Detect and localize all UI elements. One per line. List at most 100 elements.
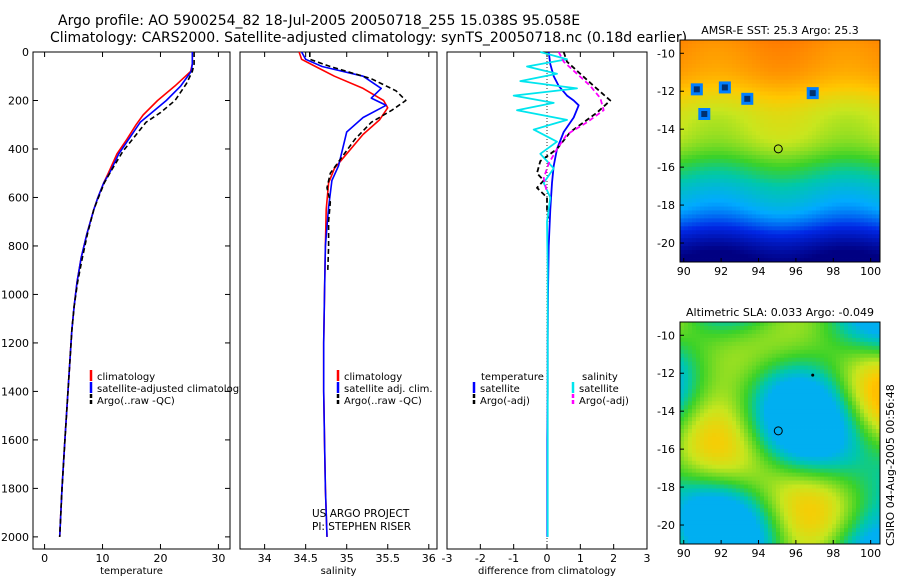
sla-heatmap-cell xyxy=(752,464,757,470)
sst-heatmap-cell xyxy=(804,214,809,219)
sla-heatmap-cell xyxy=(784,464,789,470)
sla-heatmap-cell xyxy=(808,361,813,366)
sla-heatmap-cell xyxy=(788,504,793,509)
sst-heatmap-cell xyxy=(684,178,689,184)
sst-heatmap-cell xyxy=(844,170,849,176)
sst-heatmap-cell xyxy=(800,246,805,251)
sst-heatmap-cell xyxy=(776,107,781,112)
sla-heatmap-cell xyxy=(784,365,789,370)
sst-heatmap-cell xyxy=(700,51,705,57)
sst-heatmap-cell xyxy=(796,147,801,152)
sla-heatmap-cell xyxy=(688,389,693,394)
sst-heatmap-cell xyxy=(740,246,745,251)
sst-heatmap-cell xyxy=(788,154,793,160)
sla-heatmap-cell xyxy=(792,429,797,434)
sla-heatmap-cell xyxy=(752,381,757,386)
sla-heatmap-cell xyxy=(804,381,809,386)
sst-heatmap-cell xyxy=(804,174,809,180)
sst-heatmap-cell xyxy=(860,242,865,247)
sla-heatmap-cell xyxy=(788,393,793,398)
sla-heatmap-cell xyxy=(732,381,737,386)
sst-heatmap-cell xyxy=(852,226,857,231)
sst-heatmap-cell xyxy=(788,111,793,116)
sst-heatmap-cell xyxy=(760,190,765,195)
sla-heatmap-cell xyxy=(820,345,825,351)
sla-heatmap-cell xyxy=(816,345,821,351)
sst-heatmap-cell xyxy=(832,202,837,207)
sst-heatmap-cell xyxy=(740,67,745,73)
sst-heatmap-cell xyxy=(760,67,765,73)
sst-heatmap-cell xyxy=(848,254,853,259)
sst-heatmap-cell xyxy=(784,115,789,120)
sla-heatmap-cell xyxy=(752,401,757,406)
sst-heatmap-cell xyxy=(748,218,753,223)
sla-heatmap-cell xyxy=(728,484,733,489)
sst-heatmap-cell xyxy=(876,202,881,207)
sst-heatmap-cell xyxy=(812,131,817,136)
sst-heatmap-cell xyxy=(804,143,809,148)
sst-heatmap-cell xyxy=(764,63,769,69)
sst-heatmap-cell xyxy=(856,226,861,231)
sla-heatmap-cell xyxy=(756,436,761,442)
sla-heatmap-cell xyxy=(764,341,769,347)
sla-heatmap-cell xyxy=(820,508,825,513)
sla-heatmap-cell xyxy=(760,401,765,406)
sst-heatmap-cell xyxy=(828,143,833,148)
sst-heatmap-cell xyxy=(832,162,837,168)
sla-heatmap-cell xyxy=(804,536,809,541)
sst-heatmap-cell xyxy=(808,250,813,255)
sst-heatmap-cell xyxy=(868,198,873,203)
sst-heatmap-cell xyxy=(720,59,725,65)
sla-heatmap-cell xyxy=(784,337,789,343)
sst-heatmap-cell xyxy=(716,234,721,239)
sla-heatmap-cell xyxy=(684,405,689,410)
sst-heatmap-cell xyxy=(868,40,873,45)
sla-heatmap-cell xyxy=(780,476,785,481)
sst-heatmap-cell xyxy=(688,154,693,160)
sst-heatmap-cell xyxy=(872,198,877,203)
sla-heatmap-cell xyxy=(760,425,765,430)
sst-heatmap-cell xyxy=(864,83,869,88)
sst-heatmap-cell xyxy=(756,186,761,192)
sst-heatmap-cell xyxy=(860,170,865,176)
sla-heatmap-cell xyxy=(812,409,817,414)
sst-heatmap-cell xyxy=(808,210,813,215)
sla-heatmap-cell xyxy=(736,429,741,434)
temperature-ytick-label: 1400 xyxy=(1,385,29,398)
sst-heatmap-cell xyxy=(808,79,813,84)
sst-heatmap-cell xyxy=(800,186,805,192)
sla-heatmap-cell xyxy=(748,448,753,454)
sst-heatmap-cell xyxy=(688,222,693,227)
sst-heatmap-cell xyxy=(744,71,749,77)
sla-heatmap-cell xyxy=(684,433,689,438)
sst-heatmap-cell xyxy=(776,115,781,120)
sla-heatmap-cell xyxy=(708,409,713,414)
sst-heatmap-cell xyxy=(692,210,697,215)
sla-heatmap-cell xyxy=(788,440,793,446)
sst-heatmap-cell xyxy=(808,202,813,207)
sla-heatmap-cell xyxy=(744,496,749,501)
sst-heatmap-cell xyxy=(684,174,689,180)
sst-heatmap-cell xyxy=(776,166,781,172)
sla-heatmap-cell xyxy=(800,532,805,537)
sst-heatmap-cell xyxy=(688,75,693,81)
sla-heatmap-cell xyxy=(744,444,749,450)
sla-heatmap-cell xyxy=(820,365,825,370)
sst-heatmap-cell xyxy=(832,127,837,132)
sst-heatmap-cell xyxy=(688,254,693,259)
sst-heatmap-cell xyxy=(716,151,721,156)
sla-heatmap-cell xyxy=(808,417,813,422)
sla-heatmap-cell xyxy=(708,536,713,541)
sla-heatmap-cell xyxy=(760,460,765,466)
sst-heatmap-cell xyxy=(756,250,761,255)
sst-heatmap-cell xyxy=(716,139,721,144)
sst-heatmap-cell xyxy=(740,230,745,235)
sst-heatmap-cell xyxy=(756,51,761,57)
sla-heatmap-cell xyxy=(760,373,765,378)
sla-heatmap-cell xyxy=(732,508,737,513)
sst-heatmap-cell xyxy=(728,55,733,61)
sst-heatmap-cell xyxy=(740,107,745,112)
sst-heatmap-cell xyxy=(768,174,773,180)
sst-heatmap-cell xyxy=(684,242,689,247)
sst-heatmap-cell xyxy=(808,67,813,73)
